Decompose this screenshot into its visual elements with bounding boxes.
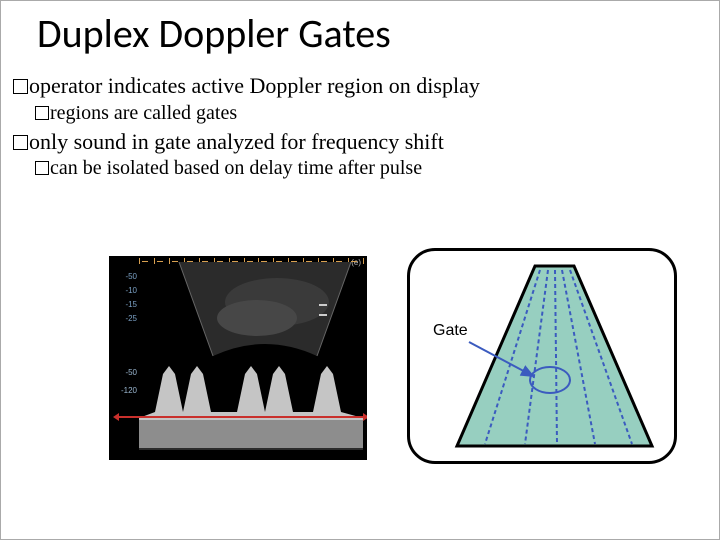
bullet-l2: regions are called gates	[35, 100, 719, 126]
bullet-list: operator indicates active Doppler region…	[13, 72, 719, 181]
bullet-text: operator indicates active Doppler region…	[29, 73, 480, 98]
bullet-l2: can be isolated based on delay time afte…	[35, 155, 719, 181]
figure-row: (e) -50 -10 -15 -25 -50 -120	[1, 236, 720, 496]
ultrasound-depth-scale: -50 -10 -15 -25	[113, 270, 137, 326]
slide: Duplex Doppler Gates operator indicates …	[0, 0, 720, 540]
scale-tick: -50	[113, 270, 137, 284]
bullet-text: regions are called gates	[50, 102, 237, 124]
square-bullet-icon	[35, 161, 49, 175]
slide-title: Duplex Doppler Gates	[37, 9, 719, 58]
scale-tick: -15	[113, 298, 137, 312]
gate-cursor	[319, 304, 327, 306]
ultrasound-sector	[167, 262, 363, 358]
ultrasound-spectrum-scale: -50 -120	[113, 364, 137, 400]
square-bullet-icon	[13, 79, 28, 94]
square-bullet-icon	[13, 135, 28, 150]
bullet-l1: operator indicates active Doppler region…	[13, 72, 719, 100]
gate-label: Gate	[433, 322, 468, 340]
square-bullet-icon	[35, 106, 49, 120]
scale-tick: -50	[113, 364, 137, 382]
scale-tick: -120	[113, 382, 137, 400]
spectrum-noise	[139, 420, 363, 450]
spectrum-baseline	[117, 416, 365, 418]
sector-speckle	[217, 300, 297, 336]
gate-diagram: Gate	[407, 248, 677, 464]
diagram-svg	[407, 248, 677, 464]
scale-tick: -10	[113, 284, 137, 298]
doppler-spectrum	[139, 360, 363, 456]
bullet-text: can be isolated based on delay time afte…	[50, 157, 422, 179]
bullet-text: only sound in gate analyzed for frequenc…	[29, 129, 444, 154]
bullet-l1: only sound in gate analyzed for frequenc…	[13, 128, 719, 156]
scale-tick: -25	[113, 312, 137, 326]
ultrasound-image: (e) -50 -10 -15 -25 -50 -120	[109, 256, 367, 460]
gate-cursor	[319, 314, 327, 316]
